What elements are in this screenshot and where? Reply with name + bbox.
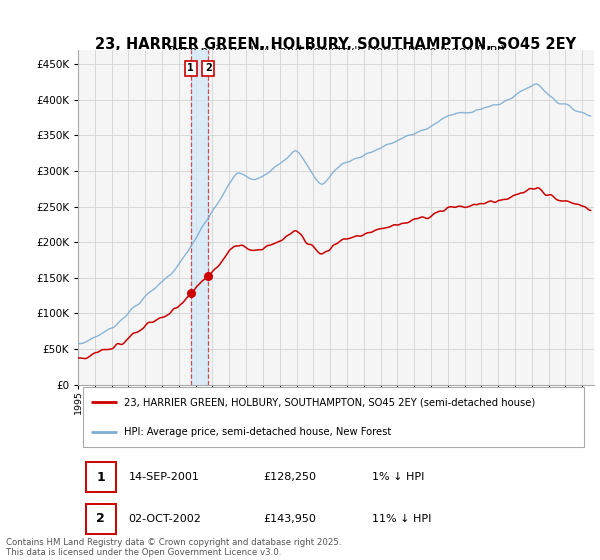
Bar [191, 50, 208, 385]
Text: 02-OCT-2002: 02-OCT-2002 [128, 514, 202, 524]
Bar [86, 463, 116, 492]
Text: 2: 2 [97, 512, 105, 525]
Text: 2: 2 [205, 63, 212, 73]
Text: 1% ↓ HPI: 1% ↓ HPI [372, 472, 424, 482]
Text: £143,950: £143,950 [264, 514, 317, 524]
Text: 11% ↓ HPI: 11% ↓ HPI [372, 514, 431, 524]
Text: 14-SEP-2001: 14-SEP-2001 [128, 472, 199, 482]
Text: 23, HARRIER GREEN, HOLBURY, SOUTHAMPTON, SO45 2EY: 23, HARRIER GREEN, HOLBURY, SOUTHAMPTON,… [95, 37, 577, 52]
Text: HPI: Average price, semi-detached house, New Forest: HPI: Average price, semi-detached house,… [124, 427, 392, 437]
Text: Price paid vs. HM Land Registry's House Price Index (HPI): Price paid vs. HM Land Registry's House … [167, 45, 505, 58]
Text: 1: 1 [97, 471, 105, 484]
Text: 1: 1 [187, 63, 194, 73]
Text: 23, HARRIER GREEN, HOLBURY, SOUTHAMPTON, SO45 2EY (semi-detached house): 23, HARRIER GREEN, HOLBURY, SOUTHAMPTON,… [124, 397, 536, 407]
Text: £128,250: £128,250 [264, 472, 317, 482]
Text: Contains HM Land Registry data © Crown copyright and database right 2025.
This d: Contains HM Land Registry data © Crown c… [6, 538, 341, 557]
Bar [86, 504, 116, 534]
